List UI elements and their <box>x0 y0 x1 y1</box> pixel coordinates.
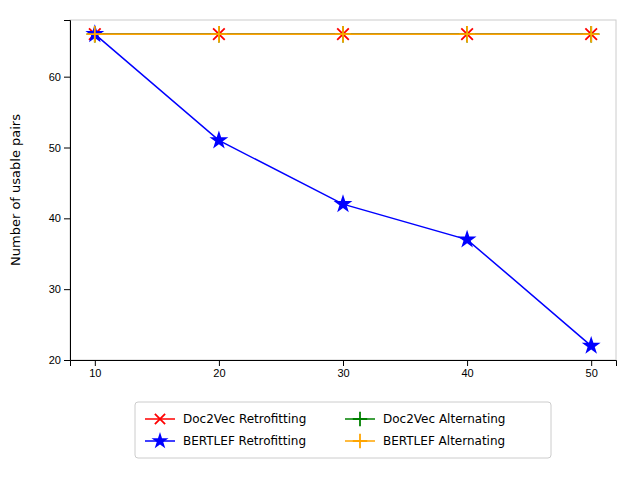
marker <box>87 26 103 42</box>
marker <box>334 194 353 212</box>
legend-label: Doc2Vec Retrofitting <box>183 412 306 426</box>
tick-label: 20 <box>213 367 225 379</box>
chart: 10 20 30 40 50 20 30 40 50 60 Number of usable pai… <box>0 0 640 480</box>
tick: 20 <box>49 354 70 366</box>
legend-item: Doc2Vec Retrofitting <box>145 412 306 426</box>
tick-mark <box>219 360 220 366</box>
marker <box>85 24 104 42</box>
marker <box>583 26 599 42</box>
plot-frame <box>70 20 616 360</box>
tick-mark <box>64 218 70 219</box>
legend-label: BERTLEF Retrofitting <box>183 434 306 448</box>
legend-item: BERTLEF Alternating <box>345 434 505 448</box>
series-line <box>95 34 591 346</box>
marks <box>85 24 600 354</box>
marker <box>583 26 599 42</box>
legend: Doc2Vec Retrofitting Doc2Vec Alternating B… <box>135 402 551 458</box>
tick-label: 40 <box>49 212 61 224</box>
tick-mark <box>64 289 70 290</box>
legend-marker <box>155 414 165 424</box>
marker <box>459 26 475 42</box>
marker <box>335 26 351 42</box>
axis-line <box>64 21 71 361</box>
y-axis-title: Number of usable pairs <box>8 114 23 266</box>
tick-mark <box>343 360 344 366</box>
marker <box>459 26 475 42</box>
marker <box>209 131 228 149</box>
legend-marker <box>353 434 367 448</box>
tick-label: 20 <box>49 354 61 366</box>
tick-label: 10 <box>89 367 101 379</box>
tick: 50 <box>586 360 598 379</box>
tick-mark <box>95 360 96 366</box>
legend-item: Doc2Vec Alternating <box>345 412 505 426</box>
tick-mark <box>64 148 70 149</box>
tick: 30 <box>337 360 349 379</box>
tick-mark <box>64 360 70 361</box>
legend-item: BERTLEF Retrofitting <box>145 432 306 448</box>
tick-label: 60 <box>49 71 61 83</box>
tick: 40 <box>461 360 473 379</box>
axis-line <box>71 361 617 367</box>
marker <box>211 26 227 42</box>
y-axis: 20 30 40 50 60 <box>49 21 71 367</box>
plot: 10 20 30 40 50 20 30 40 50 60 <box>49 20 617 379</box>
tick: 60 <box>49 71 70 83</box>
legend-marker <box>151 432 168 448</box>
tick: 20 <box>213 360 225 379</box>
tick-label: 50 <box>49 142 61 154</box>
legend-marker <box>353 412 367 426</box>
tick-label: 30 <box>49 283 61 295</box>
tick: 40 <box>49 212 70 224</box>
tick-label: 40 <box>461 367 473 379</box>
marker <box>211 26 227 42</box>
tick: 10 <box>89 360 101 379</box>
tick-label: 50 <box>586 367 598 379</box>
tick-mark <box>591 360 592 366</box>
tick-mark <box>64 77 70 78</box>
tick: 30 <box>49 283 70 295</box>
legend-frame <box>135 402 551 458</box>
legend-label: BERTLEF Alternating <box>383 434 505 448</box>
legend-label: Doc2Vec Alternating <box>383 412 505 426</box>
marker <box>582 336 601 354</box>
x-axis: 10 20 30 40 50 <box>71 360 617 379</box>
tick-label: 30 <box>337 367 349 379</box>
marker <box>458 230 477 248</box>
tick: 50 <box>49 142 70 154</box>
marker <box>335 26 351 42</box>
tick-mark <box>467 360 468 366</box>
